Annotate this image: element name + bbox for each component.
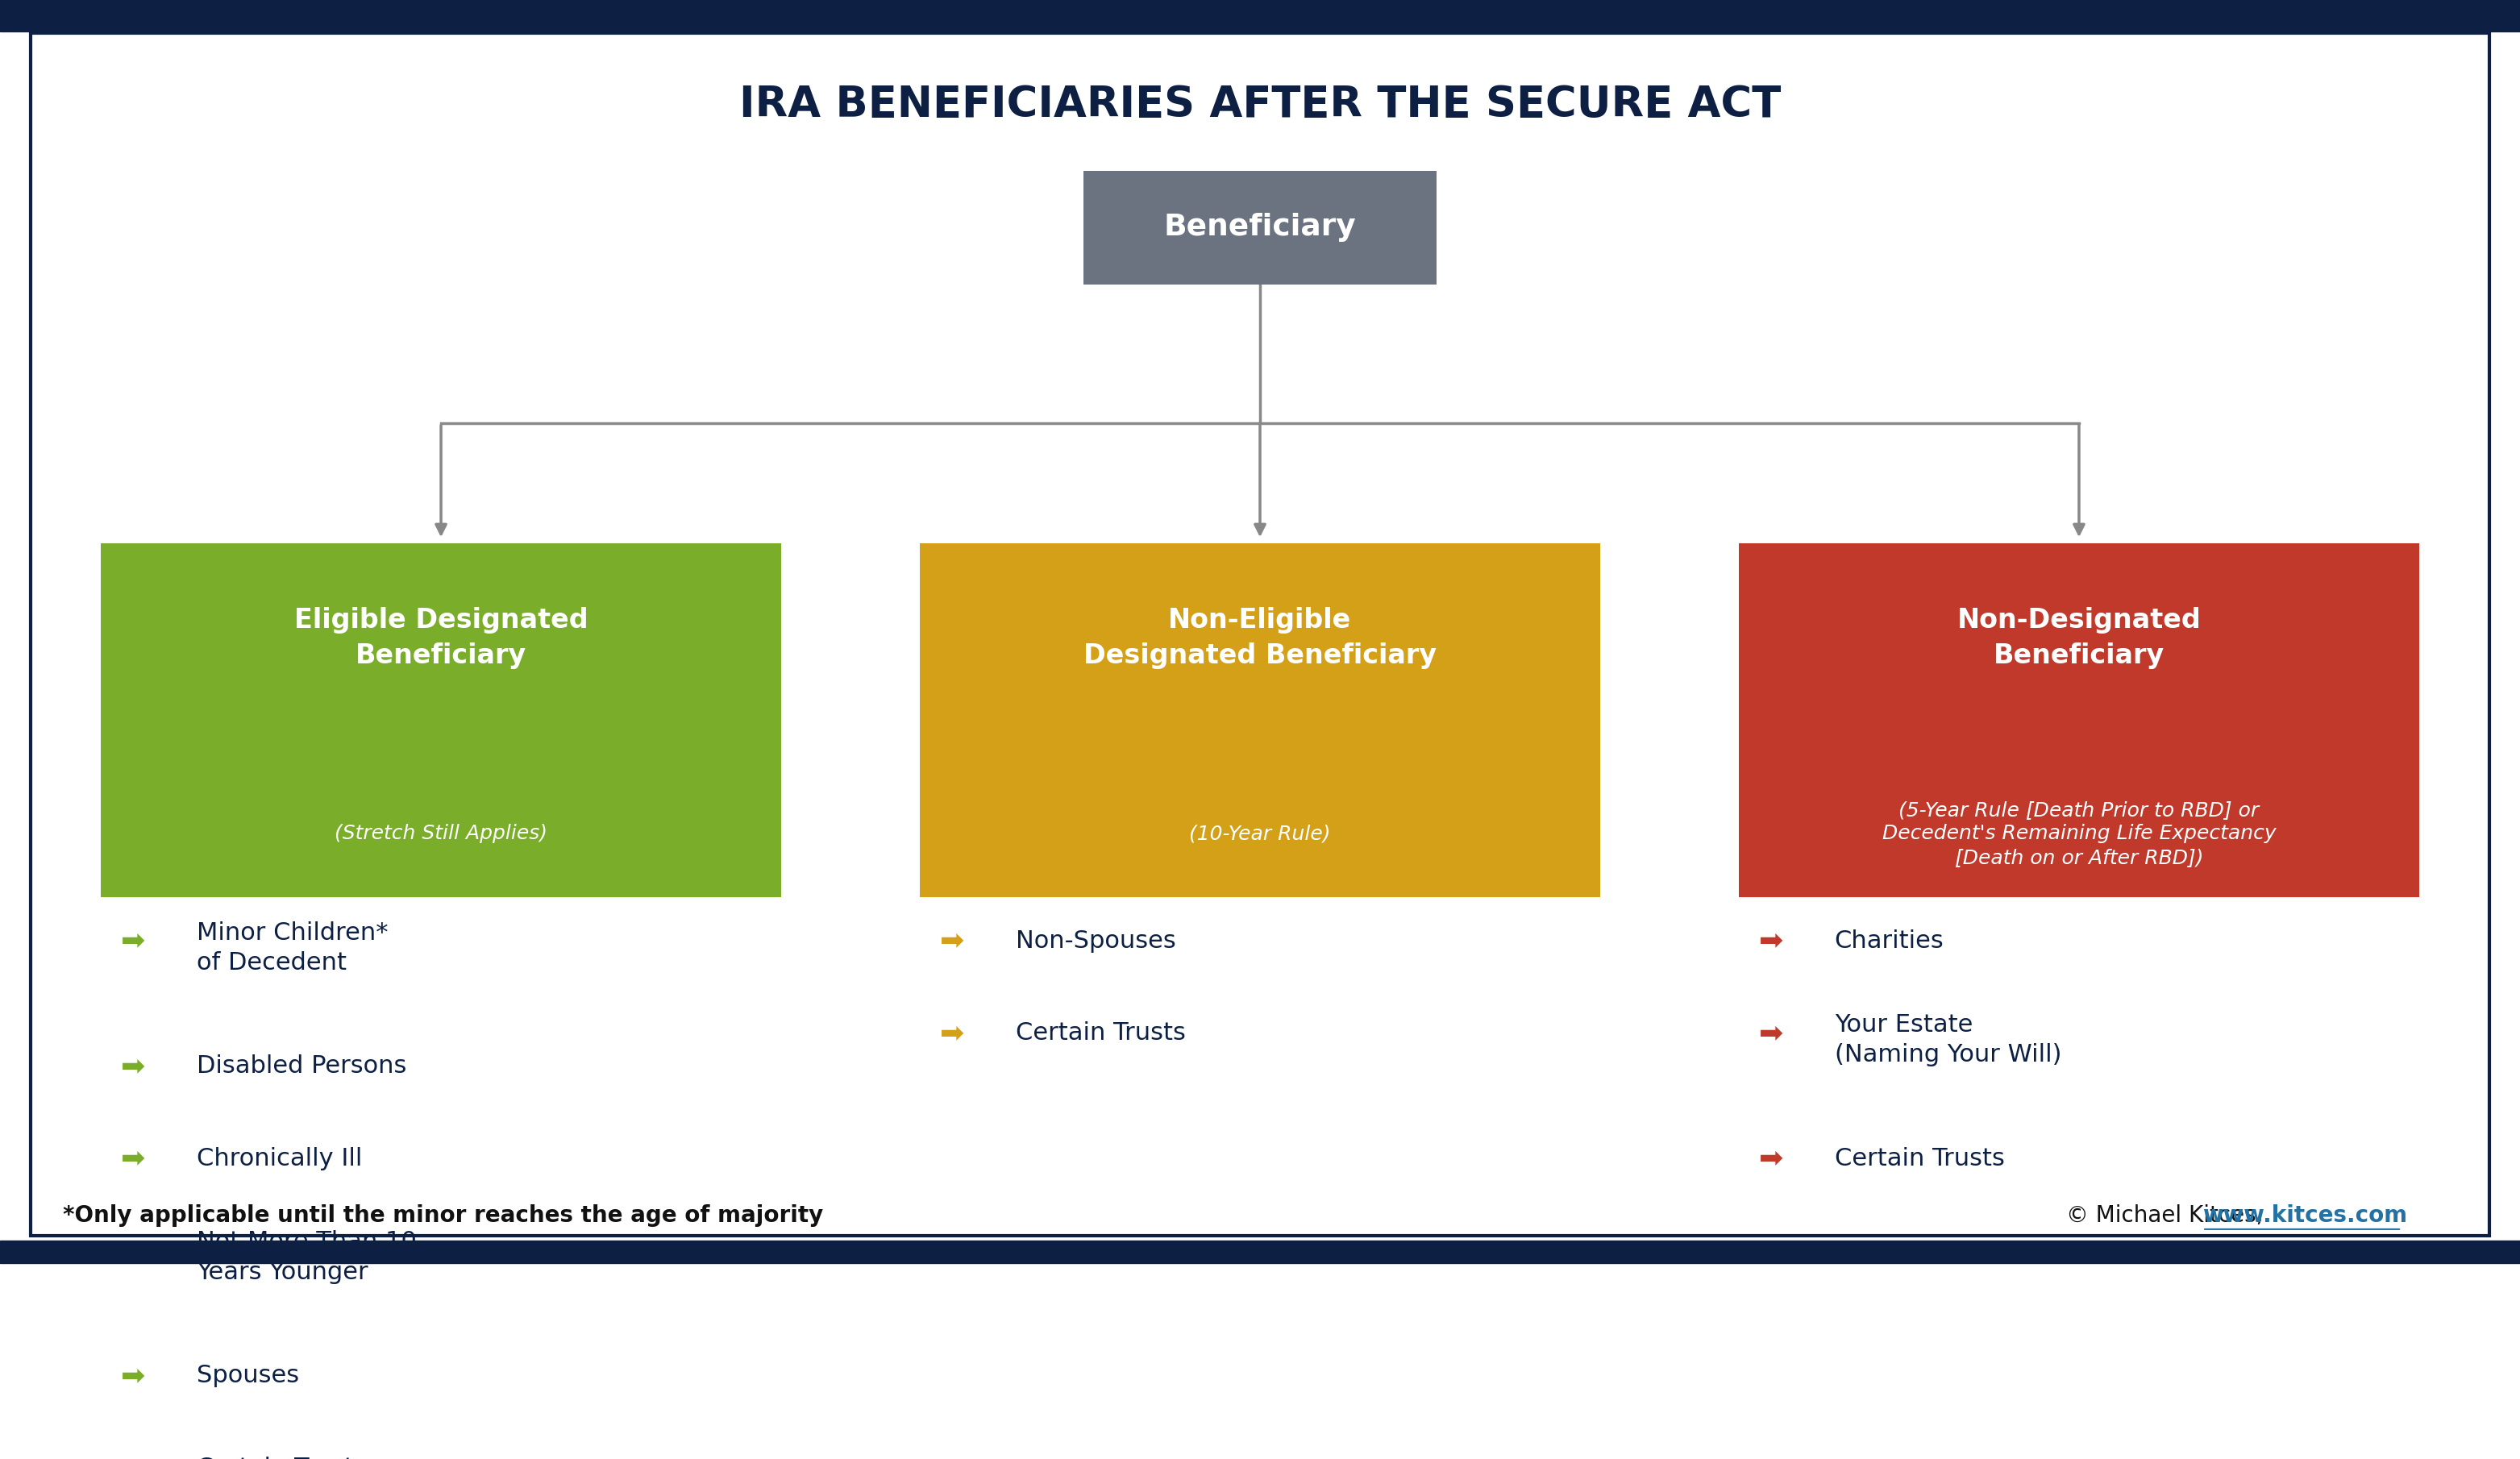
Text: ➡: ➡ [121, 1455, 146, 1459]
Text: Charities: Charities [1835, 929, 1943, 953]
Text: ➡: ➡ [1759, 1020, 1784, 1048]
Text: ➡: ➡ [1759, 928, 1784, 954]
Text: Not More Than 10
Years Younger: Not More Than 10 Years Younger [197, 1230, 416, 1284]
Text: Your Estate
(Naming Your Will): Your Estate (Naming Your Will) [1835, 1013, 2061, 1067]
Text: (5-Year Rule [Death Prior to RBD] or
Decedent's Remaining Life Expectancy
[Death: (5-Year Rule [Death Prior to RBD] or Dec… [1882, 800, 2276, 868]
Text: Eligible Designated
Beneficiary: Eligible Designated Beneficiary [295, 607, 587, 668]
Bar [0, 1240, 2520, 1263]
Text: *Only applicable until the minor reaches the age of majority: *Only applicable until the minor reaches… [63, 1204, 824, 1227]
Text: Minor Children*
of Decedent: Minor Children* of Decedent [197, 921, 388, 975]
Text: Non-Eligible
Designated Beneficiary: Non-Eligible Designated Beneficiary [1084, 607, 1436, 668]
Text: (Stretch Still Applies): (Stretch Still Applies) [335, 824, 547, 843]
Text: ➡: ➡ [1759, 1145, 1784, 1172]
Text: © Michael Kitces,: © Michael Kitces, [2066, 1204, 2271, 1227]
Text: www.kitces.com: www.kitces.com [2202, 1204, 2407, 1227]
Text: Beneficiary: Beneficiary [1164, 213, 1356, 242]
FancyBboxPatch shape [1739, 543, 2419, 897]
FancyBboxPatch shape [1084, 171, 1436, 285]
Text: ➡: ➡ [940, 928, 965, 954]
Text: IRA BENEFICIARIES AFTER THE SECURE ACT: IRA BENEFICIARIES AFTER THE SECURE ACT [738, 85, 1782, 125]
Bar [0, 0, 2520, 32]
Text: ➡: ➡ [121, 1237, 146, 1265]
Text: Certain Trusts: Certain Trusts [1016, 1021, 1184, 1045]
Text: Chronically Ill: Chronically Ill [197, 1147, 363, 1170]
Text: ➡: ➡ [940, 1020, 965, 1048]
FancyBboxPatch shape [101, 543, 781, 897]
Text: Non-Spouses: Non-Spouses [1016, 929, 1177, 953]
Text: ➡: ➡ [121, 928, 146, 954]
Text: Certain Trusts: Certain Trusts [197, 1456, 365, 1459]
Text: ➡: ➡ [121, 1145, 146, 1172]
Text: ➡: ➡ [121, 1363, 146, 1389]
Text: ➡: ➡ [121, 1052, 146, 1080]
Text: Disabled Persons: Disabled Persons [197, 1055, 406, 1078]
Text: Spouses: Spouses [197, 1364, 300, 1388]
Text: Non-Designated
Beneficiary: Non-Designated Beneficiary [1958, 607, 2200, 668]
Text: (10-Year Rule): (10-Year Rule) [1189, 824, 1331, 843]
FancyBboxPatch shape [920, 543, 1600, 897]
Text: Certain Trusts: Certain Trusts [1835, 1147, 2003, 1170]
